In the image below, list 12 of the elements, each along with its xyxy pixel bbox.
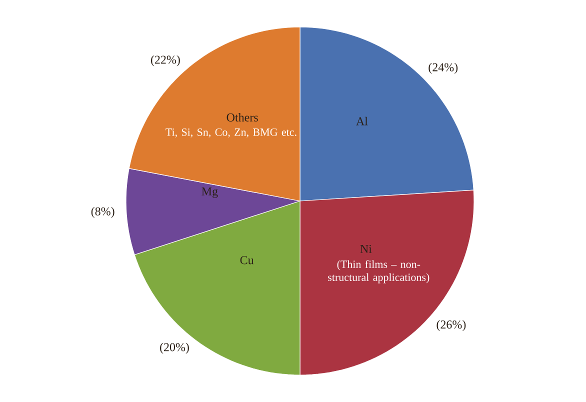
- slice-label: Al: [356, 116, 368, 126]
- slice-label: Cu: [240, 256, 254, 264]
- data-label: (24%): [428, 62, 458, 74]
- text: Ti, Si, Sn, Co, Zn, BMG etc.: [166, 128, 296, 138]
- data-label: (26%): [436, 320, 466, 332]
- slice-label: Others: [226, 113, 258, 122]
- slice-label: Mg: [202, 187, 218, 198]
- data-label: (8%): [91, 206, 114, 218]
- data-label: (20%): [160, 342, 189, 354]
- text: (Thin films – non-structural applications): [328, 260, 430, 284]
- slice-label: Ni: [360, 244, 372, 253]
- data-label: (22%): [151, 55, 180, 66]
